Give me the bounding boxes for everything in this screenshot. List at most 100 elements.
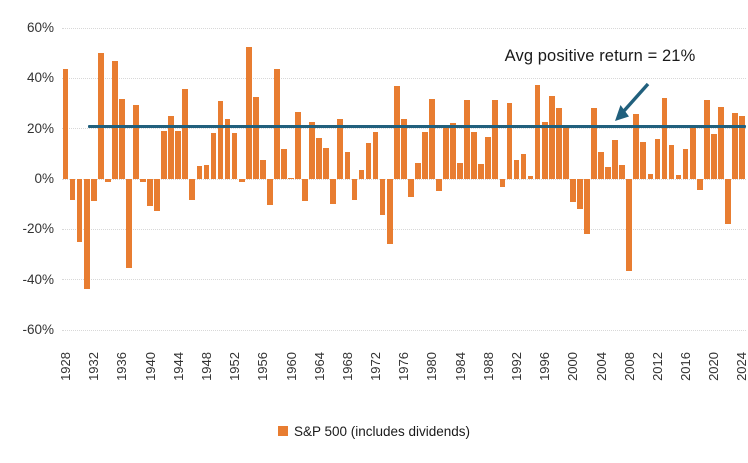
- x-axis-label: 2008: [621, 352, 637, 381]
- bar: [668, 145, 675, 179]
- bar: [281, 148, 287, 179]
- bar: [654, 138, 661, 179]
- bar: [393, 85, 400, 179]
- bar: [323, 147, 330, 179]
- bar: [471, 132, 478, 179]
- bar: [633, 113, 640, 179]
- bar: [457, 163, 463, 179]
- bar: [725, 179, 731, 225]
- bar: [555, 107, 562, 179]
- bar: [147, 179, 153, 206]
- bar: [422, 132, 428, 179]
- x-axis-label: 1976: [396, 352, 412, 381]
- bar: [245, 46, 252, 179]
- bar: [548, 95, 555, 179]
- x-axis-label: 1980: [424, 352, 440, 381]
- bar: [534, 85, 541, 179]
- bar: [161, 130, 168, 179]
- x-axis-label: 1984: [452, 352, 468, 381]
- bar: [351, 179, 358, 200]
- bar: [443, 127, 449, 179]
- x-axis-label: 2004: [593, 352, 609, 381]
- x-axis-label: 1960: [283, 352, 299, 381]
- x-axis-label: 2012: [649, 352, 665, 381]
- bar: [175, 131, 182, 179]
- bar: [499, 179, 506, 187]
- bar: [732, 113, 738, 179]
- x-axis-label: 1992: [508, 352, 524, 381]
- legend-swatch-icon: [277, 426, 288, 436]
- bar: [710, 133, 717, 179]
- y-axis-label: -20%: [22, 221, 54, 237]
- bar: [386, 179, 393, 245]
- bar: [661, 97, 668, 179]
- bar: [140, 179, 146, 182]
- bar: [330, 179, 337, 205]
- bar: [492, 99, 499, 179]
- y-axis-label: -60%: [22, 322, 54, 337]
- bar: [682, 149, 689, 179]
- bar: [696, 179, 703, 190]
- gridline: [62, 77, 746, 79]
- bar: [605, 166, 611, 179]
- average-return-line: [88, 124, 746, 128]
- bar: [224, 119, 231, 179]
- bar: [436, 179, 442, 191]
- x-axis-label: 1964: [311, 352, 327, 381]
- bar: [119, 98, 125, 179]
- x-axis-label: 1944: [170, 352, 186, 381]
- bar: [266, 179, 273, 206]
- bar: [133, 105, 139, 179]
- x-axis-label: 1928: [58, 352, 74, 381]
- bar: [259, 160, 266, 179]
- bar: [210, 132, 217, 179]
- x-axis-label: 1972: [368, 352, 384, 381]
- bar: [506, 102, 513, 179]
- x-axis-label: 1952: [227, 352, 243, 381]
- annotation-arrow-icon: [615, 82, 650, 121]
- bar: [612, 139, 618, 179]
- bar: [598, 152, 604, 179]
- bar: [90, 179, 97, 201]
- x-axis-label: 1936: [114, 352, 130, 381]
- bar: [365, 143, 372, 179]
- bar: [69, 179, 76, 200]
- bar: [400, 119, 407, 179]
- bar: [520, 153, 527, 179]
- bar: [295, 112, 301, 179]
- x-axis-label: 1988: [480, 352, 496, 381]
- bar: [62, 68, 69, 179]
- bar: [238, 179, 245, 183]
- bar: [562, 126, 569, 179]
- bar: [154, 179, 160, 212]
- bar: [168, 115, 175, 179]
- bar: [485, 137, 492, 179]
- bar: [717, 107, 724, 179]
- y-axis-label: -40%: [22, 271, 54, 287]
- bar: [203, 164, 210, 179]
- bar: [316, 137, 323, 179]
- bar: [541, 121, 548, 179]
- x-axis-label: 2020: [706, 352, 722, 381]
- bar: [640, 141, 647, 179]
- bar: [231, 133, 238, 179]
- bar: [126, 179, 132, 268]
- bar: [647, 173, 654, 179]
- annotation-text: Avg positive return = 21%: [504, 47, 696, 65]
- bar: [111, 61, 118, 179]
- bar: [309, 122, 315, 179]
- gridline: [62, 329, 746, 331]
- gridline: [62, 27, 746, 29]
- bar: [689, 124, 696, 179]
- gridline: [62, 279, 746, 281]
- bar: [464, 100, 471, 179]
- bar: [274, 69, 280, 179]
- bar: [288, 178, 294, 179]
- bar: [703, 100, 710, 179]
- y-axis-label: 40%: [26, 70, 54, 86]
- x-axis-label: 2024: [734, 352, 748, 381]
- y-axis-label: 60%: [26, 20, 54, 35]
- bar: [189, 179, 196, 201]
- x-axis-label: 1940: [142, 352, 158, 381]
- gridline: [62, 228, 746, 230]
